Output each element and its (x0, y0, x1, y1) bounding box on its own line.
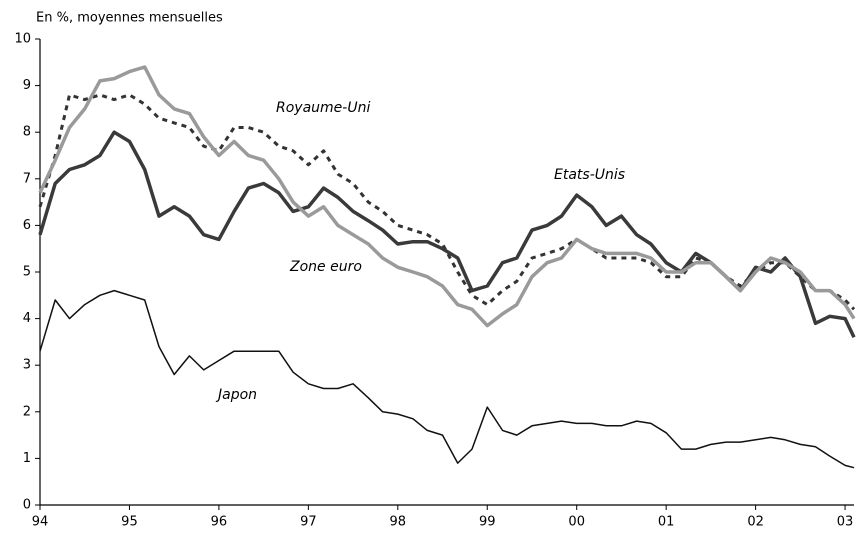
x-tick-label: 98 (390, 515, 407, 530)
x-tick-label: 00 (568, 515, 585, 530)
y-tick-label: 0 (23, 498, 31, 513)
x-tick-label: 94 (32, 515, 49, 530)
y-tick-label: 9 (23, 78, 31, 93)
annotation: Zone euro (289, 259, 362, 275)
x-tick-label: 02 (747, 515, 764, 530)
y-tick-label: 10 (14, 32, 31, 47)
annotation: Royaume-Uni (276, 100, 370, 116)
line-series (38, 130, 856, 338)
y-tick-label: 2 (23, 404, 31, 419)
y-tick-label: 3 (23, 358, 31, 373)
y-tick-label: 8 (23, 125, 31, 140)
y-tick-label: 7 (23, 171, 31, 186)
x-tick-label: 99 (479, 515, 496, 530)
y-tick-label: 1 (23, 451, 31, 466)
y-tick-label: 4 (23, 311, 31, 326)
x-tick-label: 95 (121, 515, 138, 530)
chart-subtitle: En %, moyennes mensuelles (36, 11, 223, 26)
line-series (38, 65, 856, 328)
x-tick-label: 97 (300, 515, 317, 530)
y-tick-label: 6 (23, 218, 31, 233)
line-series (39, 289, 855, 469)
annotation: Etats-Unis (554, 167, 625, 183)
x-tick-label: 03 (837, 515, 854, 530)
x-tick-label: 96 (211, 515, 228, 530)
annotation: Japon (215, 387, 257, 403)
line-series (38, 93, 856, 311)
y-tick-label: 5 (23, 265, 31, 280)
x-tick-label: 01 (658, 515, 675, 530)
